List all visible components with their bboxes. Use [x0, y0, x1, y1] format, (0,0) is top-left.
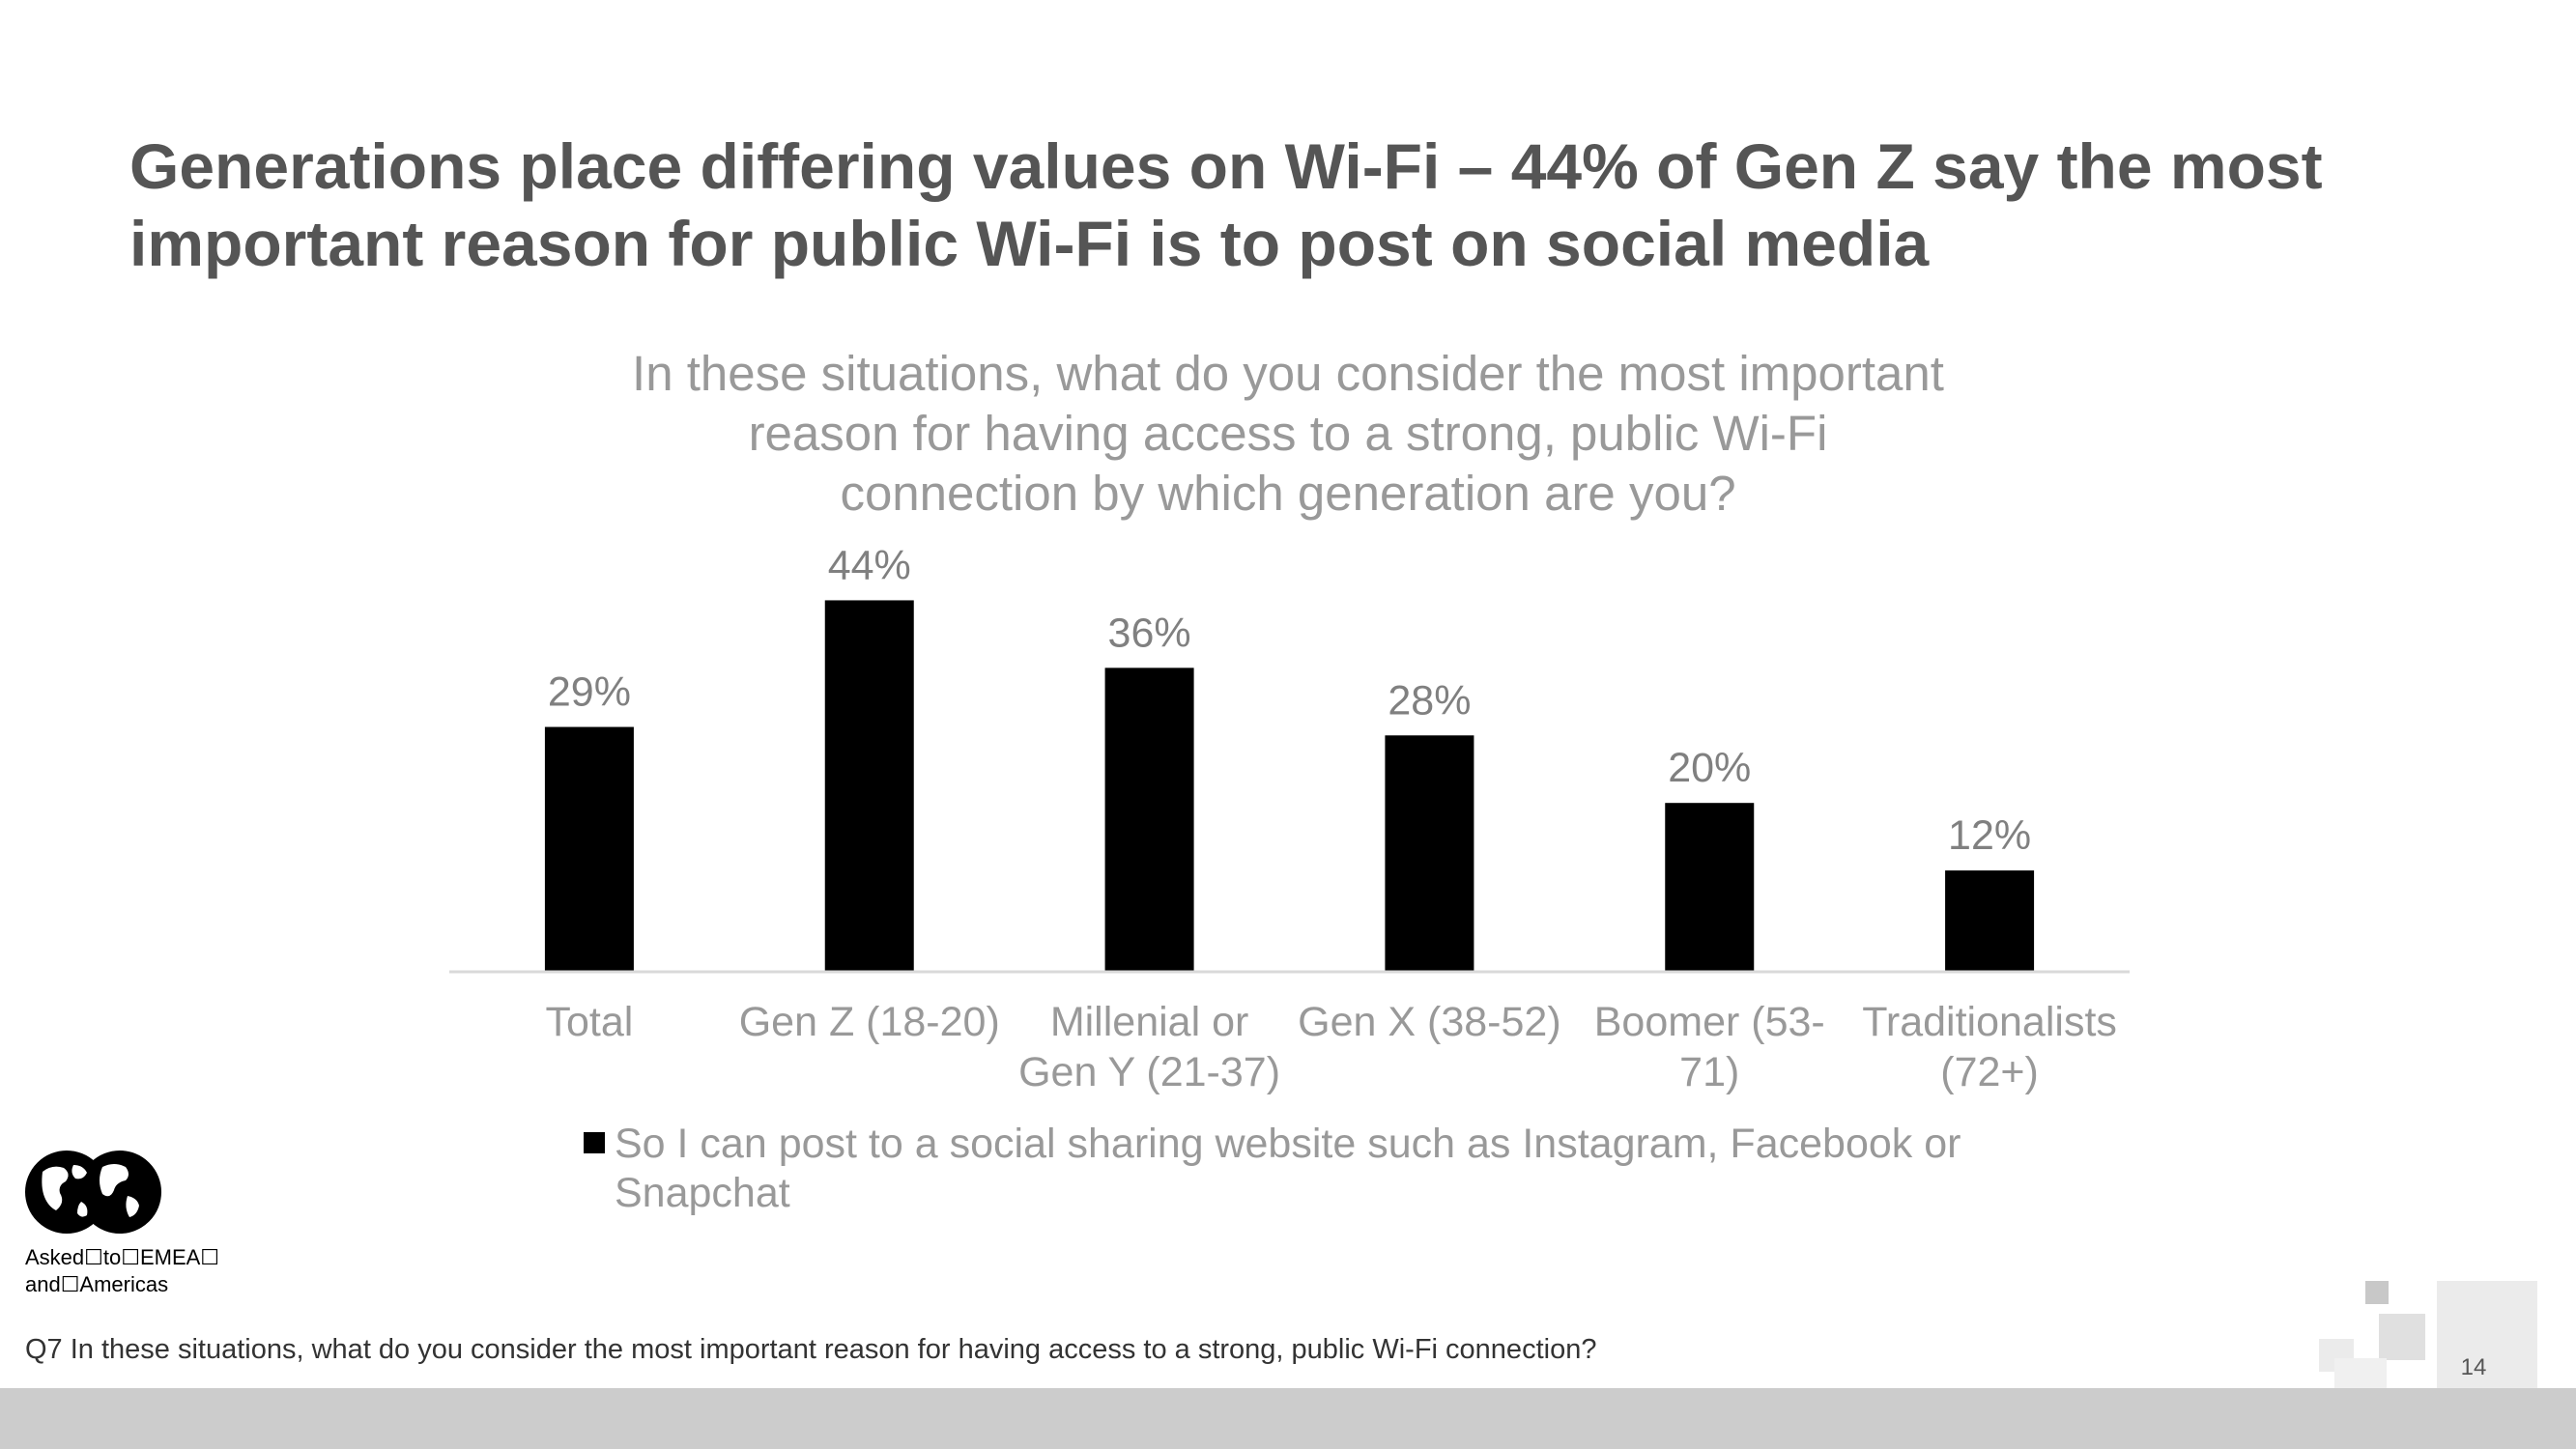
x-tick-label: (72+)	[1940, 1049, 2039, 1095]
bar	[1104, 668, 1194, 972]
decorative-square	[2379, 1314, 2425, 1360]
legend-label: Snapchat	[615, 1170, 790, 1216]
decorative-square	[2334, 1358, 2387, 1388]
x-tick-label: Traditionalists	[1862, 999, 2117, 1045]
legend-label: So I can post to a social sharing websit…	[615, 1121, 1961, 1167]
data-label: 44%	[828, 542, 911, 588]
chart-data-labels: 29% 44% 36% 28% 20% 12%	[548, 542, 2031, 859]
bar	[824, 600, 914, 972]
x-tick-label: Boomer (53-	[1594, 999, 1825, 1045]
data-label: 20%	[1668, 745, 1751, 791]
chart-title-line: In these situations, what do you conside…	[632, 346, 1944, 401]
decorative-square	[2437, 1281, 2537, 1388]
x-tick-label: Gen Y (21-37)	[1018, 1049, 1280, 1095]
data-label: 12%	[1948, 812, 2031, 859]
bar	[1665, 803, 1755, 972]
page-number: 14	[2460, 1354, 2487, 1380]
question-footnote: Q7 In these situations, what do you cons…	[25, 1334, 1597, 1365]
chart-bars	[544, 600, 2035, 972]
x-tick-label: Total	[545, 999, 633, 1045]
x-tick-label: Gen X (38-52)	[1298, 999, 1560, 1045]
chart-title: In these situations, what do you conside…	[632, 346, 1944, 521]
data-label: 29%	[548, 669, 631, 716]
legend-swatch	[584, 1132, 605, 1153]
region-note-line: Asked☐to☐EMEA☐	[25, 1245, 220, 1269]
x-tick-label: 71)	[1679, 1049, 1739, 1095]
x-tick-label: Gen Z (18-20)	[739, 999, 1000, 1045]
region-note: Asked☐to☐EMEA☐ and☐Americas	[25, 1244, 238, 1298]
chart-title-line: connection by which generation are you?	[840, 466, 1735, 521]
bar	[1945, 870, 2035, 972]
slide-title-line: important reason for public Wi-Fi is to …	[129, 208, 1930, 279]
footer-band	[0, 1388, 2576, 1449]
region-note-line: and☐Americas	[25, 1272, 169, 1296]
chart-legend: So I can post to a social sharing websit…	[584, 1121, 1961, 1216]
slide-title-line: Generations place differing values on Wi…	[129, 130, 2323, 202]
decorative-square	[2365, 1281, 2389, 1304]
x-tick-label: Millenial or	[1050, 999, 1249, 1045]
data-label: 36%	[1108, 610, 1191, 656]
bar	[544, 726, 634, 972]
data-label: 28%	[1388, 677, 1471, 724]
bar	[1385, 735, 1474, 972]
globe-icon	[25, 1151, 161, 1234]
chart-title-line: reason for having access to a strong, pu…	[749, 406, 1828, 461]
slide-title: Generations place differing values on Wi…	[129, 128, 2468, 282]
